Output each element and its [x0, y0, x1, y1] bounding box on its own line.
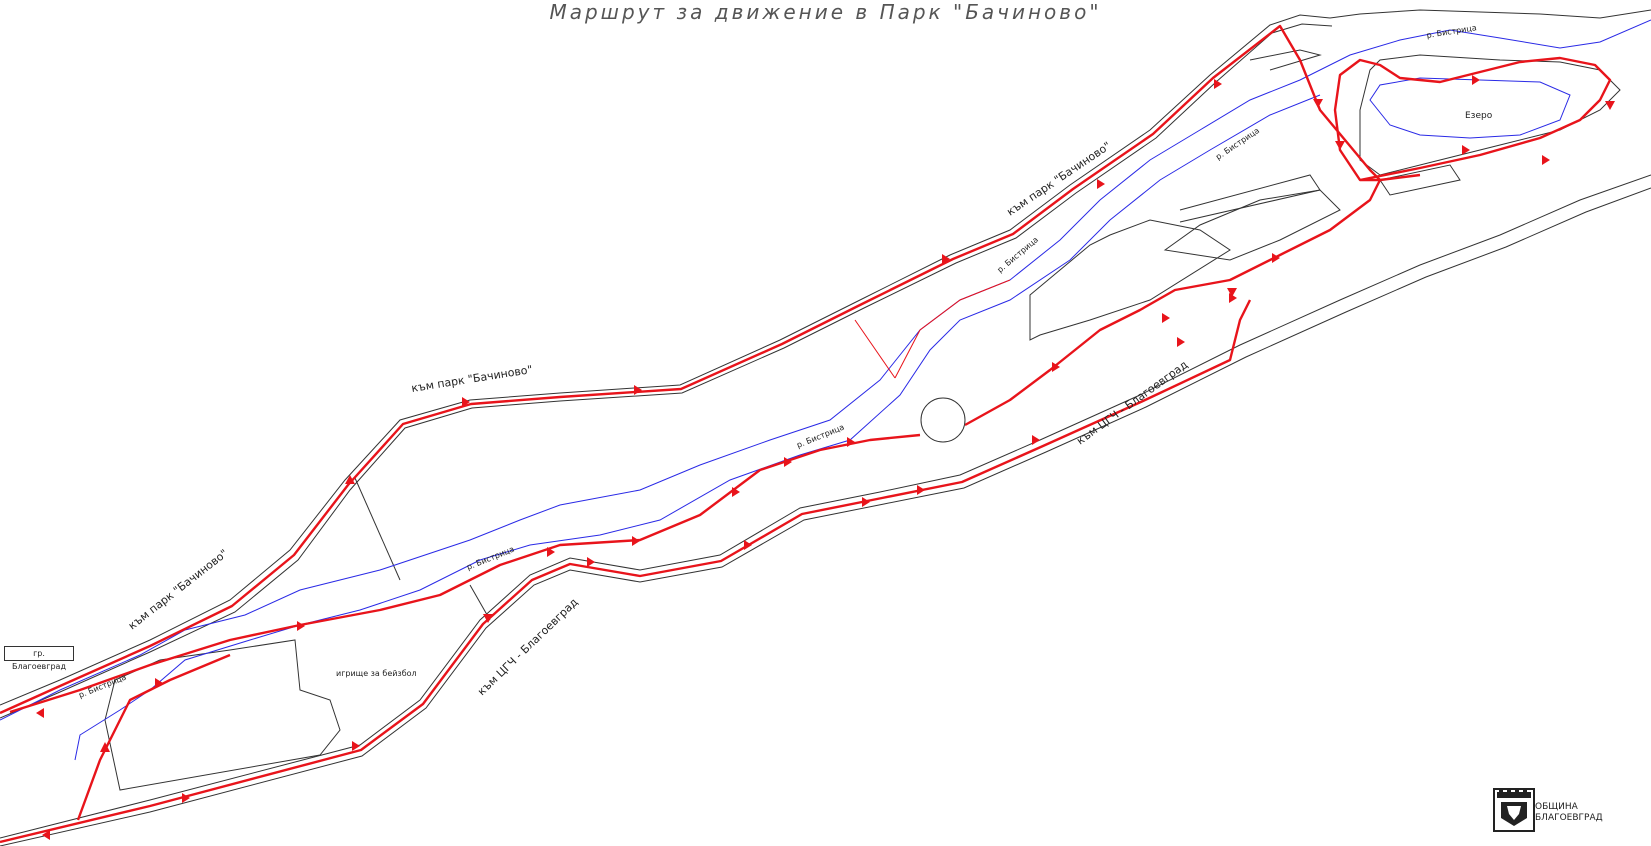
route-arrow: [942, 254, 950, 264]
route-arrow: [1472, 75, 1480, 85]
route-arrow: [1313, 99, 1323, 108]
route-arrow: [42, 830, 50, 840]
label-park-road-2: към парк "Бачиново": [410, 363, 533, 395]
label-park-road-1: към парк "Бачиново": [126, 547, 231, 633]
route-arrow: [155, 678, 163, 688]
route-arrow: [1605, 101, 1615, 110]
route-arrow: [36, 708, 44, 718]
route-arrow: [1542, 155, 1550, 165]
label-lake: Езеро: [1465, 111, 1493, 121]
route-arrow: [100, 742, 110, 752]
route-arrow: [1097, 179, 1105, 189]
route-arrow: [1462, 145, 1470, 155]
route-arrow: [1032, 435, 1040, 445]
route-arrow: [483, 614, 493, 623]
route-arrow: [1335, 141, 1345, 150]
label-city-box: гр. Благоевград: [4, 646, 74, 671]
route-arrow: [1162, 313, 1170, 323]
label-river-6: р. Бистрица: [1426, 23, 1477, 40]
municipality-name: ОБЩИНА БЛАГОЕВГРАД: [1535, 802, 1603, 824]
route-arrow: [297, 621, 305, 631]
route-direction-arrows: [36, 75, 1615, 840]
route-arrow: [632, 536, 640, 546]
route-arrow: [1227, 288, 1237, 297]
route-arrow: [1214, 79, 1222, 89]
label-river-2: р. Бистрица: [465, 545, 515, 572]
road-network: [0, 9, 1651, 846]
map-title: Маршрут за движение в Парк "Бачиново": [549, 0, 1102, 24]
route-arrow: [462, 397, 470, 407]
logo-line-2: БЛАГОЕВГРАД: [1535, 813, 1603, 823]
route-arrow: [732, 487, 740, 497]
logo-line-1: ОБЩИНА: [1535, 802, 1578, 812]
route-arrow: [744, 540, 752, 550]
route-arrow: [1052, 362, 1060, 372]
route-arrow: [182, 793, 190, 803]
red-connector-lines: [854, 279, 1011, 379]
route-arrow: [784, 457, 792, 467]
municipality-crest-icon: [1493, 788, 1535, 832]
label-baseball-field: игрище за бейзбол: [336, 669, 417, 678]
route-path: [0, 24, 1612, 844]
river-bistritsa: [0, 19, 1651, 761]
route-arrow: [1272, 253, 1280, 263]
route-arrow: [352, 741, 360, 751]
route-arrow: [587, 557, 595, 567]
roundabout: [920, 397, 966, 443]
route-arrow: [917, 485, 925, 495]
label-cgch-road-2: към ЦГЧ - Благоевград: [1074, 358, 1190, 448]
label-river-4: р. Бистрица: [996, 235, 1041, 274]
label-river-1: р. Бистрица: [77, 673, 127, 700]
route-arrow: [1177, 337, 1185, 347]
map-labels: към парк "Бачиново" към парк "Бачиново" …: [77, 23, 1492, 700]
route-arrow: [862, 497, 870, 507]
route-arrow: [547, 547, 555, 557]
route-arrow: [1229, 293, 1237, 303]
route-arrow: [847, 437, 855, 447]
route-arrow: [345, 475, 355, 484]
route-arrow: [634, 385, 642, 395]
